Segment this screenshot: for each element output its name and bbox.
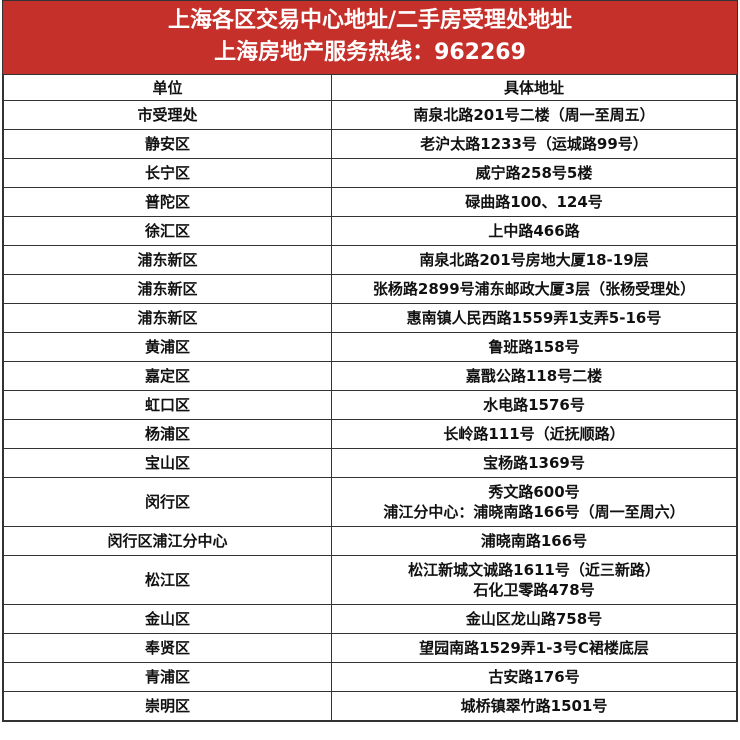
address-cell: 老沪太路1233号（运城路99号） bbox=[331, 129, 737, 159]
address-line: 秀文路600号 bbox=[488, 483, 580, 501]
table-row: 市受理处 南泉北路201号二楼（周一至周五） bbox=[3, 100, 737, 130]
unit-cell: 市受理处 bbox=[3, 100, 332, 130]
address-table: 单位 具体地址 市受理处 南泉北路201号二楼（周一至周五） 静安区 老沪太路1233… bbox=[3, 74, 737, 721]
unit-cell: 金山区 bbox=[3, 604, 332, 634]
address-line: 威宁路258号5楼 bbox=[475, 164, 593, 182]
unit-cell: 嘉定区 bbox=[3, 361, 332, 391]
unit-cell: 浦东新区 bbox=[3, 274, 332, 304]
address-line: 嘉戬公路118号二楼 bbox=[465, 367, 603, 385]
address-line: 张杨路2899号浦东邮政大厦3层（张杨受理处） bbox=[372, 280, 696, 298]
address-cell: 城桥镇翠竹路1501号 bbox=[331, 691, 737, 721]
address-cell: 嘉戬公路118号二楼 bbox=[331, 361, 737, 391]
address-cell: 惠南镇人民西路1559弄1支弄5-16号 bbox=[331, 303, 737, 333]
table-row: 崇明区 城桥镇翠竹路1501号 bbox=[3, 691, 737, 721]
address-line: 金山区龙山路758号 bbox=[465, 610, 603, 628]
unit-cell: 浦东新区 bbox=[3, 245, 332, 275]
table-row: 奉贤区 望园南路1529弄1-3号C裙楼底层 bbox=[3, 633, 737, 663]
unit-cell: 杨浦区 bbox=[3, 419, 332, 449]
address-line: 城桥镇翠竹路1501号 bbox=[460, 697, 608, 715]
table-row: 嘉定区 嘉戬公路118号二楼 bbox=[3, 361, 737, 391]
unit-cell: 崇明区 bbox=[3, 691, 332, 721]
unit-cell: 浦东新区 bbox=[3, 303, 332, 333]
address-cell: 上中路466路 bbox=[331, 216, 737, 246]
address-line: 南泉北路201号房地大厦18-19层 bbox=[419, 251, 649, 269]
address-cell: 秀文路600号浦江分中心：浦晓南路166号（周一至周六） bbox=[331, 477, 737, 527]
address-cell: 浦晓南路166号 bbox=[331, 526, 737, 556]
address-line: 上中路466路 bbox=[488, 222, 580, 240]
address-cell: 鲁班路158号 bbox=[331, 332, 737, 362]
address-line: 碌曲路100、124号 bbox=[465, 193, 603, 211]
address-cell: 金山区龙山路758号 bbox=[331, 604, 737, 634]
address-cell: 威宁路258号5楼 bbox=[331, 158, 737, 188]
address-line: 古安路176号 bbox=[488, 668, 580, 686]
address-cell: 南泉北路201号房地大厦18-19层 bbox=[331, 245, 737, 275]
address-cell: 碌曲路100、124号 bbox=[331, 187, 737, 217]
table-row: 浦东新区 南泉北路201号房地大厦18-19层 bbox=[3, 245, 737, 275]
address-line: 浦江分中心：浦晓南路166号（周一至周六） bbox=[383, 503, 685, 521]
unit-cell: 长宁区 bbox=[3, 158, 332, 188]
address-line: 石化卫零路478号 bbox=[473, 581, 595, 599]
address-cell: 南泉北路201号二楼（周一至周五） bbox=[331, 100, 737, 130]
unit-cell: 黄浦区 bbox=[3, 332, 332, 362]
address-cell: 长岭路111号（近抚顺路） bbox=[331, 419, 737, 449]
table-row: 浦东新区 张杨路2899号浦东邮政大厦3层（张杨受理处） bbox=[3, 274, 737, 304]
address-cell: 古安路176号 bbox=[331, 662, 737, 692]
table-row: 普陀区 碌曲路100、124号 bbox=[3, 187, 737, 217]
address-cell: 松江新城文诚路1611号（近三新路） 石化卫零路478号 bbox=[331, 555, 737, 605]
address-line: 长岭路111号（近抚顺路） bbox=[443, 425, 625, 443]
address-line: 宝杨路1369号 bbox=[483, 454, 585, 472]
unit-cell: 闵行区 bbox=[3, 477, 332, 527]
address-line: 水电路1576号 bbox=[483, 396, 585, 414]
table-body: 市受理处 南泉北路201号二楼（周一至周五） 静安区 老沪太路1233号（运城路99号… bbox=[3, 100, 737, 721]
table-row: 徐汇区 上中路466路 bbox=[3, 216, 737, 246]
address-line: 浦晓南路166号 bbox=[480, 532, 588, 550]
column-header: 具体地址 bbox=[331, 74, 737, 101]
table-row: 虹口区 水电路1576号 bbox=[3, 390, 737, 420]
table-row: 杨浦区 长岭路111号（近抚顺路） bbox=[3, 419, 737, 449]
address-cell: 宝杨路1369号 bbox=[331, 448, 737, 478]
unit-cell: 普陀区 bbox=[3, 187, 332, 217]
banner: 上海各区交易中心地址/二手房受理处地址 上海房地产服务热线：962269 bbox=[3, 1, 737, 74]
address-cell: 望园南路1529弄1-3号C裙楼底层 bbox=[331, 633, 737, 663]
unit-cell: 静安区 bbox=[3, 129, 332, 159]
table-row: 金山区 金山区龙山路758号 bbox=[3, 604, 737, 634]
address-line: 鲁班路158号 bbox=[488, 338, 580, 356]
unit-cell: 奉贤区 bbox=[3, 633, 332, 663]
address-line: 松江新城文诚路1611号（近三新路） bbox=[408, 561, 660, 579]
address-cell: 张杨路2899号浦东邮政大厦3层（张杨受理处） bbox=[331, 274, 737, 304]
table-row: 浦东新区 惠南镇人民西路1559弄1支弄5-16号 bbox=[3, 303, 737, 333]
address-cell: 水电路1576号 bbox=[331, 390, 737, 420]
column-header: 单位 bbox=[3, 74, 332, 101]
table-row: 静安区 老沪太路1233号（运城路99号） bbox=[3, 129, 737, 159]
table-row: 宝山区 宝杨路1369号 bbox=[3, 448, 737, 478]
address-line: 南泉北路201号二楼（周一至周五） bbox=[413, 106, 655, 124]
unit-cell: 宝山区 bbox=[3, 448, 332, 478]
hotline: 上海房地产服务热线：962269 bbox=[214, 40, 526, 65]
table-row: 青浦区 古安路176号 bbox=[3, 662, 737, 692]
table-row: 松江区 松江新城文诚路1611号（近三新路） 石化卫零路478号 bbox=[3, 555, 737, 605]
unit-cell: 虹口区 bbox=[3, 390, 332, 420]
address-line: 老沪太路1233号（运城路99号） bbox=[420, 135, 648, 153]
table-row: 闵行区 秀文路600号 浦江分中心：浦晓南路166号（周一至周六） bbox=[3, 477, 737, 527]
header-row: 单位 具体地址 bbox=[3, 74, 737, 101]
unit-cell: 青浦区 bbox=[3, 662, 332, 692]
table-row: 长宁区 威宁路258号5楼 bbox=[3, 158, 737, 188]
table-row: 黄浦区 鲁班路158号 bbox=[3, 332, 737, 362]
table-row: 闵行区浦江分中心 浦晓南路166号 bbox=[3, 526, 737, 556]
address-line: 惠南镇人民西路1559弄1支弄5-16号 bbox=[406, 309, 662, 327]
notice: 上海各区交易中心地址/二手房受理处地址 上海房地产服务热线：962269 单位 … bbox=[2, 0, 738, 722]
title: 上海各区交易中心地址/二手房受理处地址 bbox=[167, 8, 573, 33]
unit-cell: 闵行区浦江分中心 bbox=[3, 526, 332, 556]
address-line: 望园南路1529弄1-3号C裙楼底层 bbox=[419, 639, 649, 657]
unit-cell: 徐汇区 bbox=[3, 216, 332, 246]
unit-cell: 松江区 bbox=[3, 555, 332, 605]
